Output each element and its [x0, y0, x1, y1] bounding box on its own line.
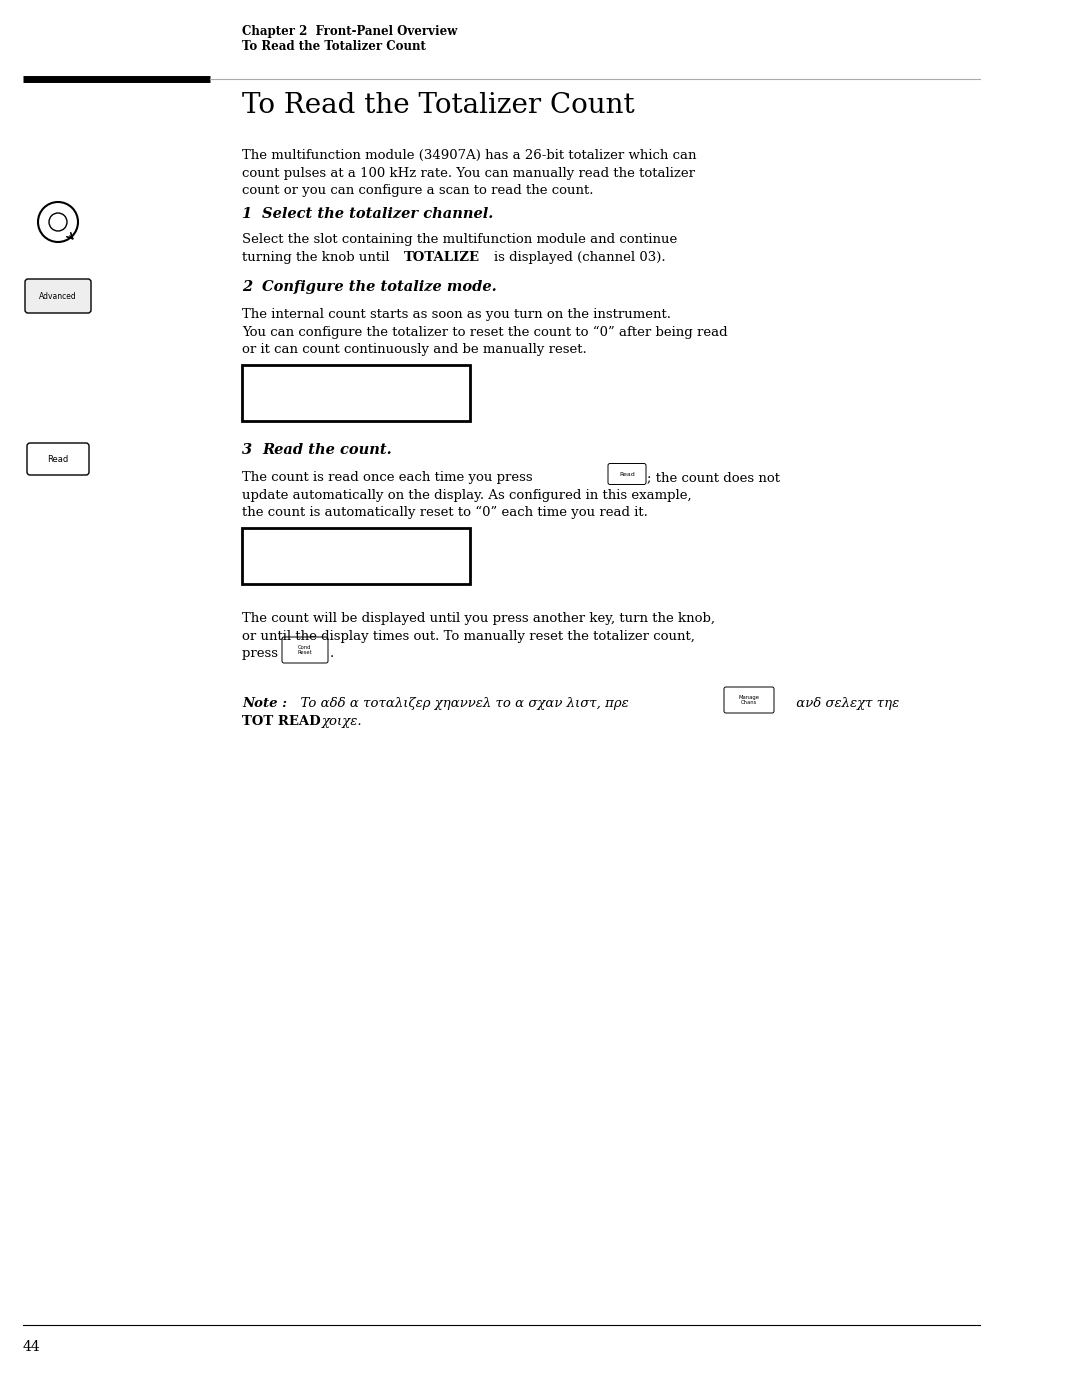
Text: Select the slot containing the multifunction module and continue: Select the slot containing the multifunc…	[242, 233, 677, 246]
FancyBboxPatch shape	[27, 443, 89, 475]
Text: 2: 2	[242, 279, 262, 293]
Text: ανδ σελεχτ τηε: ανδ σελεχτ τηε	[775, 697, 900, 710]
Text: To Read the Totalizer Count: To Read the Totalizer Count	[242, 92, 635, 119]
Text: turning the knob until: turning the knob until	[242, 250, 394, 264]
Text: The internal count starts as soon as you turn on the instrument.: The internal count starts as soon as you…	[242, 307, 671, 321]
Text: 44: 44	[23, 1340, 41, 1354]
Text: TOT READ: TOT READ	[242, 714, 321, 728]
Text: Advanced: Advanced	[39, 292, 77, 300]
Text: Read: Read	[619, 472, 635, 476]
Text: count pulses at a 100 kHz rate. You can manually read the totalizer: count pulses at a 100 kHz rate. You can …	[242, 166, 696, 179]
Text: or until the display times out. To manually reset the totalizer count,: or until the display times out. To manua…	[242, 630, 694, 643]
Text: Configure the totalize mode.: Configure the totalize mode.	[262, 279, 497, 293]
Text: Read: Read	[48, 454, 69, 464]
Text: count or you can configure a scan to read the count.: count or you can configure a scan to rea…	[242, 184, 594, 197]
Text: Manage
Chans: Manage Chans	[739, 694, 759, 705]
Text: χοιχε.: χοιχε.	[322, 714, 363, 728]
Text: The count will be displayed until you press another key, turn the knob,: The count will be displayed until you pr…	[242, 612, 715, 624]
Text: Select the totalizer channel.: Select the totalizer channel.	[262, 207, 494, 221]
Text: You can configure the totalizer to reset the count to “0” after being read: You can configure the totalizer to reset…	[242, 326, 728, 338]
Text: To Read the Totalizer Count: To Read the Totalizer Count	[242, 41, 426, 53]
FancyBboxPatch shape	[724, 687, 774, 712]
Text: The count is read once each time you press: The count is read once each time you pre…	[242, 471, 537, 483]
FancyBboxPatch shape	[608, 464, 646, 485]
Text: 1: 1	[242, 207, 262, 221]
Text: or it can count continuously and be manually reset.: or it can count continuously and be manu…	[242, 344, 586, 356]
Bar	[242, 528, 470, 584]
FancyBboxPatch shape	[282, 637, 328, 664]
Text: TOTALIZE: TOTALIZE	[404, 250, 480, 264]
Text: .: .	[330, 647, 334, 659]
Text: The multifunction module (34907A) has a 26-bit totalizer which can: The multifunction module (34907A) has a …	[242, 149, 697, 162]
Text: Chapter 2  Front-Panel Overview: Chapter 2 Front-Panel Overview	[242, 25, 457, 38]
Text: press: press	[242, 647, 282, 659]
Text: Note :: Note :	[242, 697, 287, 710]
Text: 3: 3	[242, 443, 262, 457]
Text: is displayed (channel 03).: is displayed (channel 03).	[494, 250, 665, 264]
Text: the count is automatically reset to “0” each time you read it.: the count is automatically reset to “0” …	[242, 506, 648, 520]
Text: update automatically on the display. As configured in this example,: update automatically on the display. As …	[242, 489, 691, 502]
Text: Cond
Reset: Cond Reset	[298, 645, 312, 655]
Bar	[242, 365, 470, 420]
Text: Read the count.: Read the count.	[262, 443, 392, 457]
Text: ; the count does not: ; the count does not	[647, 471, 780, 483]
FancyBboxPatch shape	[25, 279, 91, 313]
Text: To αδδ α τοταλιζερ χηαννελ το α σχαν λιστ, πρε: To αδδ α τοταλιζερ χηαννελ το α σχαν λισ…	[292, 697, 629, 710]
